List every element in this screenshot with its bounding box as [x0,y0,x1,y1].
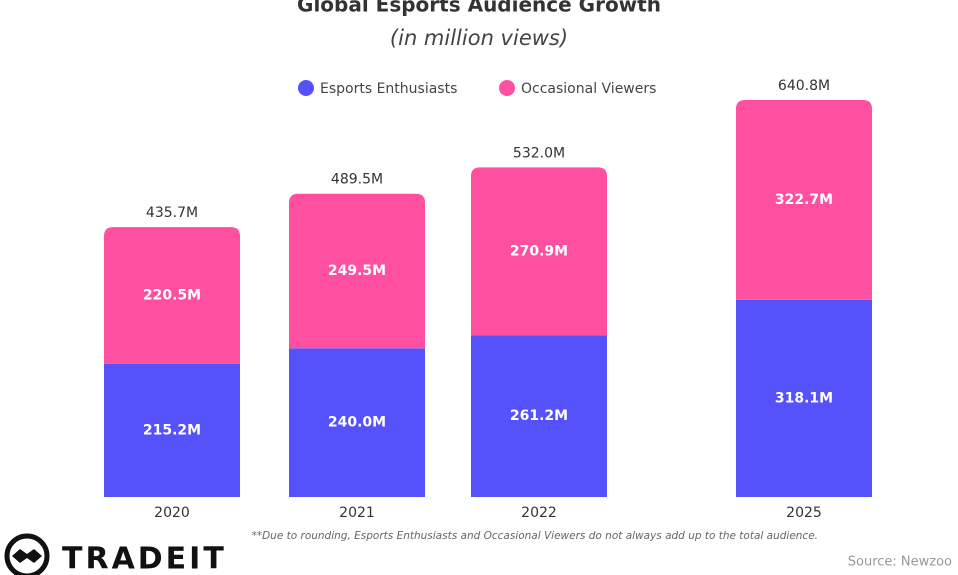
bar-segment [471,335,607,497]
total-label: 489.5M [331,172,383,188]
bar-segment [289,348,425,497]
data-label: 270.9M [510,243,568,259]
legend-label: Occasional Viewers [521,81,656,97]
footnote: **Due to rounding, Esports Enthusiasts a… [252,530,818,542]
data-label: 240.0M [328,415,386,431]
chart-subtitle: (in million views) [390,26,568,50]
chart-title: Global Esports Audience Growth [297,0,661,17]
x-tick-label: 2025 [786,505,822,521]
legend-label: Esports Enthusiasts [320,81,457,97]
data-label: 261.2M [510,408,568,424]
data-label: 249.5M [328,263,386,279]
bar-segment [471,167,607,336]
bar-segment [736,100,872,300]
logo-icon [4,533,50,575]
total-label: 435.7M [146,205,198,221]
total-label: 532.0M [513,145,565,161]
data-label: 322.7M [775,192,833,208]
logo-text: TRADEIT [62,542,227,575]
data-label: 215.2M [143,422,201,438]
data-label: 318.1M [775,390,833,406]
total-label: 640.8M [778,78,830,94]
data-label: 220.5M [143,287,201,303]
x-tick-label: 2022 [521,505,557,521]
bar-segment [736,299,872,497]
x-tick-label: 2021 [339,505,375,521]
legend-swatch [298,80,314,96]
bar-segment [289,193,425,349]
bar-segment [104,363,240,497]
bar-segment [104,227,240,364]
source: Source: Newzoo [848,555,952,570]
x-tick-label: 2020 [154,505,190,521]
legend-swatch [499,80,515,96]
